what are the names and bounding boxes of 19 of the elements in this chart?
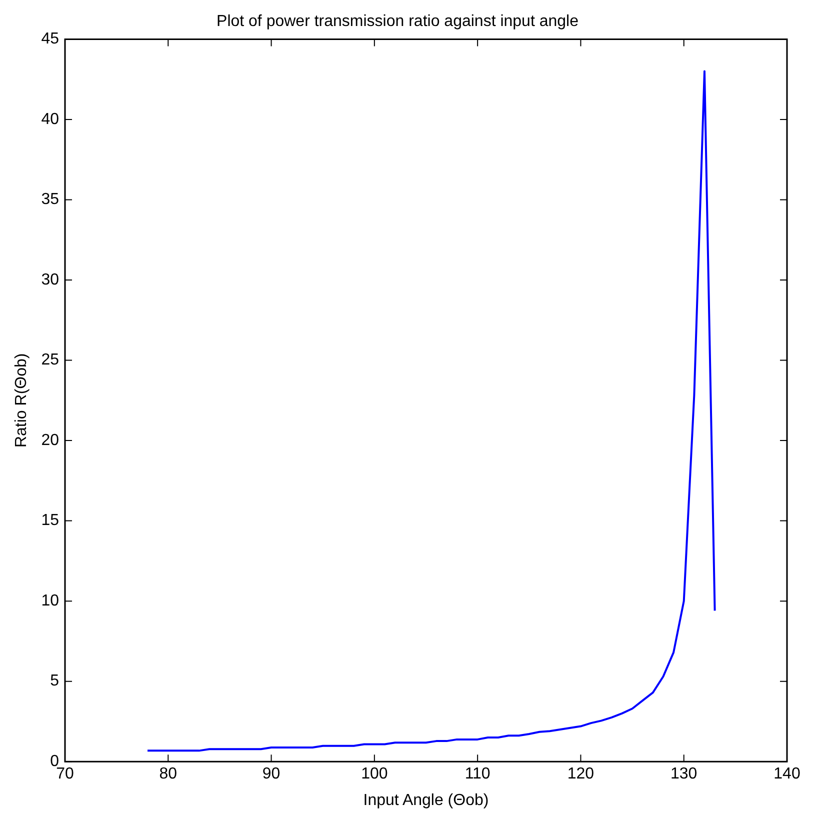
y-tick-label: 35 [41,191,60,208]
x-tick-label: 120 [567,766,594,783]
x-tick-label: 100 [361,766,388,783]
y-tick-label: 10 [41,592,60,610]
y-axis-title: Ratio R(Θob) [13,353,30,448]
x-axis-title: Input Angle (Θob) [363,792,489,809]
y-tick-label: 25 [41,352,60,369]
y-tick-label: 15 [41,512,60,530]
y-tick-label: 30 [41,271,60,288]
y-tick-label: 5 [50,672,60,690]
y-tick-label: 20 [41,432,60,449]
x-tick-label: 90 [262,766,280,783]
x-tick-label: 80 [159,766,178,783]
x-tick-label: 130 [670,766,698,783]
y-tick-label: 45 [41,30,60,48]
chart-title: Plot of power transmission ratio against input angle [216,13,579,30]
y-tick-label: 40 [41,110,60,128]
x-tick-label: 110 [464,766,490,783]
x-tick-label: 140 [774,766,800,783]
